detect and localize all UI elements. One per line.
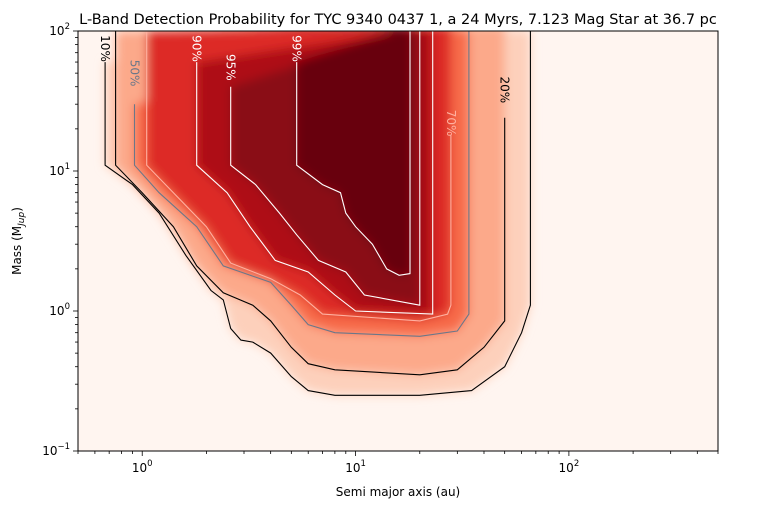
contour-line bbox=[115, 31, 506, 376]
y-axis-label-sub: Jup bbox=[17, 211, 27, 227]
contour-label: 20% bbox=[498, 76, 512, 103]
contour-label: 90% bbox=[190, 35, 204, 62]
y-tick-label: 10−1 bbox=[42, 442, 70, 458]
y-axis: 10−1 100 101 102 bbox=[42, 22, 78, 458]
contour-label: 70% bbox=[444, 110, 458, 137]
y-tick-label: 101 bbox=[49, 162, 70, 178]
plot-frame bbox=[77, 30, 719, 452]
x-tick-label: 102 bbox=[559, 459, 580, 475]
heatmap-band bbox=[296, 31, 410, 276]
contour-line bbox=[146, 31, 452, 322]
contour-layer bbox=[104, 31, 531, 396]
contour-line bbox=[230, 31, 421, 306]
chart-title: L-Band Detection Probability for TYC 934… bbox=[79, 12, 717, 28]
x-axis: 100 101 102 bbox=[77, 451, 719, 475]
y-axis-label: Mass (MJup) bbox=[10, 207, 27, 275]
y-axis-label-main: Mass (M bbox=[10, 226, 24, 275]
contour-label: 99% bbox=[290, 35, 304, 62]
x-tick-label: 100 bbox=[132, 459, 153, 475]
plot-area: 10% 20% 50% 70% 90% 95% 99% bbox=[78, 31, 718, 451]
contour-label: 95% bbox=[224, 54, 238, 81]
heatmap-layer bbox=[105, 31, 531, 396]
y-tick-label: 100 bbox=[49, 302, 70, 318]
y-tick-label: 102 bbox=[49, 22, 70, 38]
contour-line bbox=[296, 31, 411, 276]
contour-label: 10% bbox=[98, 35, 112, 62]
contour-label: 50% bbox=[128, 60, 142, 87]
contour-line bbox=[104, 31, 531, 396]
contour-label-layer: 10% 20% 50% 70% 90% 95% 99% bbox=[98, 35, 512, 136]
contour-line bbox=[196, 31, 434, 315]
y-axis-label-close: ) bbox=[10, 207, 24, 212]
x-tick-label: 101 bbox=[345, 459, 366, 475]
x-axis-label: Semi major axis (au) bbox=[336, 485, 460, 499]
contour-line bbox=[133, 31, 470, 337]
